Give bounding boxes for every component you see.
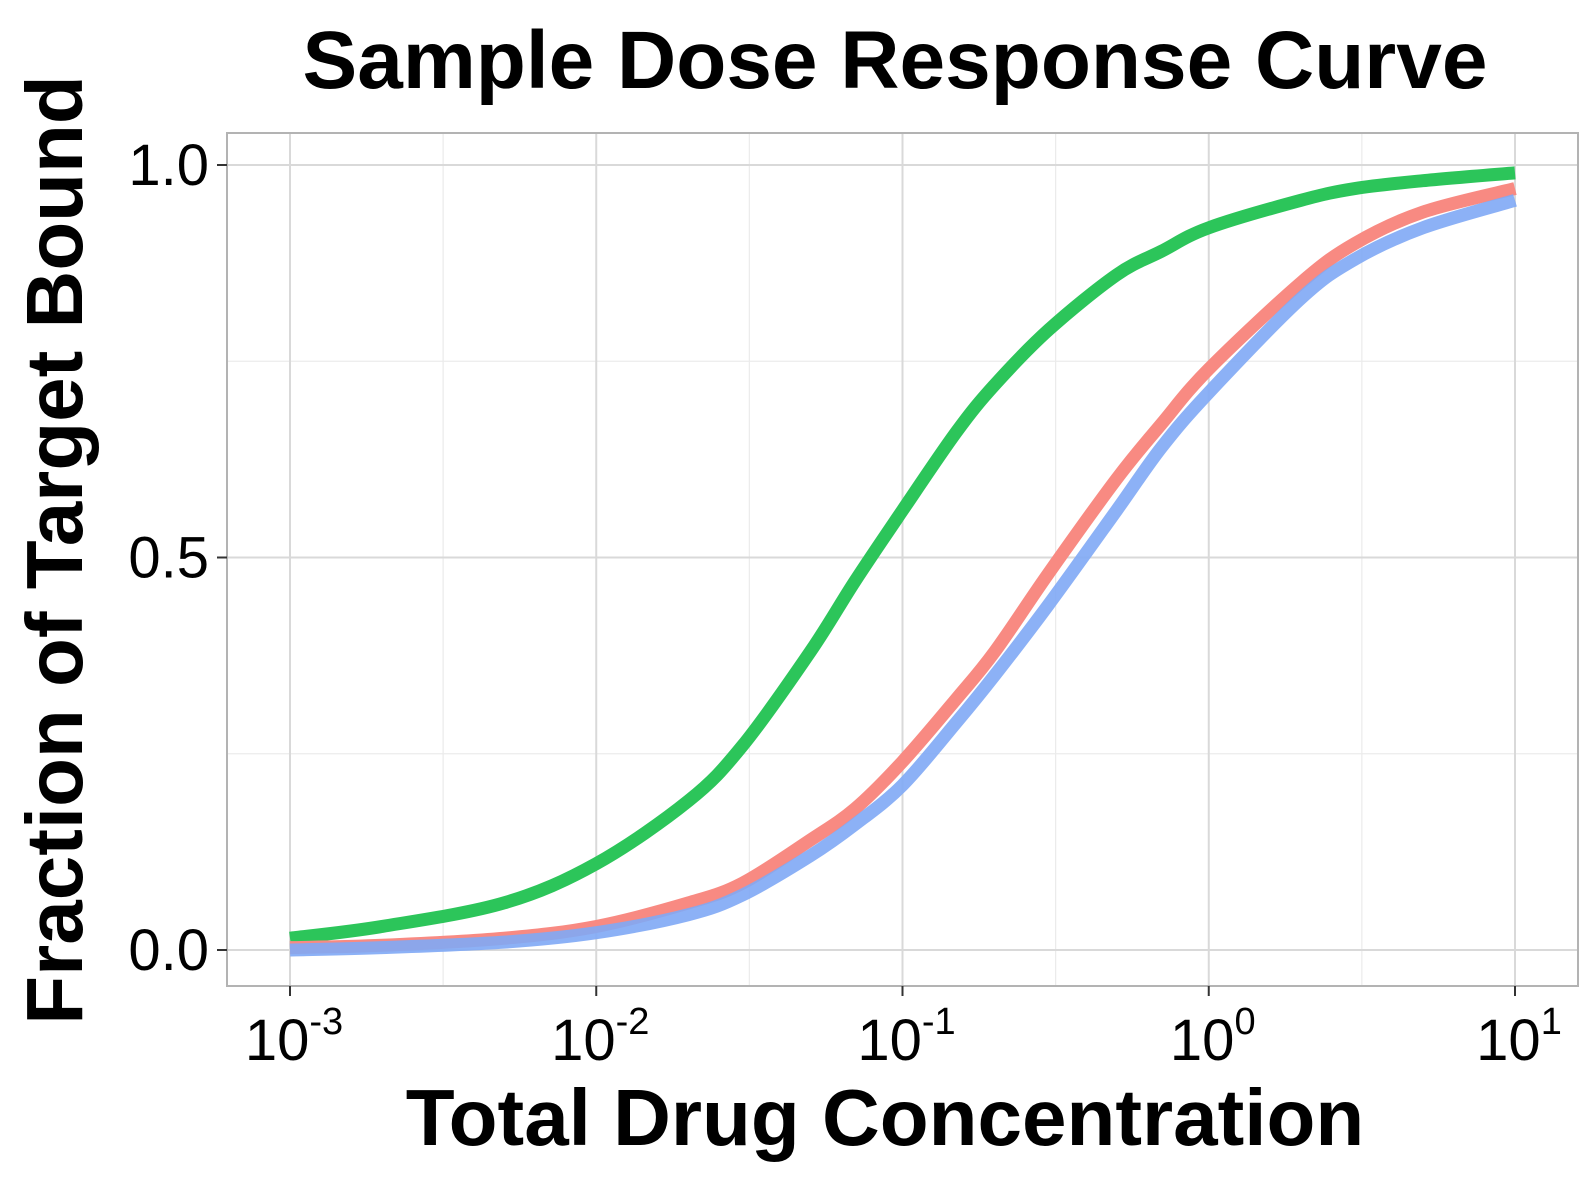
y-axis-title: Fraction of Target Bound [10,75,99,1025]
x-tick-label: 101 [1476,1001,1562,1073]
x-axis-title: Total Drug Concentration [406,1073,1364,1162]
series-line-1 [289,166,1516,945]
x-tick-label: 100 [1170,1001,1256,1073]
chart-title: Sample Dose Response Curve [303,15,1488,106]
y-tick-label: 0.5 [128,526,209,591]
x-axis: 10-3 10-2 10-1 100 101 [245,986,1562,1073]
y-tick-label: 0.0 [128,918,209,983]
y-axis: 0.0 0.5 1.0 [128,133,227,983]
x-tick-label: 10-2 [551,1001,649,1073]
series-line-3 [289,194,1517,957]
plot-area [226,132,1579,987]
series-layer [289,166,1517,957]
grid-major [227,133,1578,986]
x-tick-label: 10-1 [857,1001,955,1073]
x-tick-label: 10-3 [245,1001,343,1073]
y-tick-label: 1.0 [128,133,209,198]
